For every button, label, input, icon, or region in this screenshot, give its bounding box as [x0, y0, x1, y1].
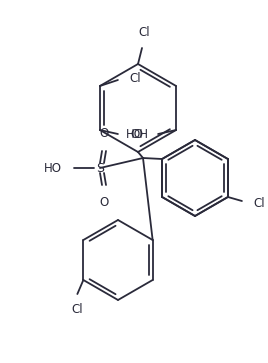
Text: O: O	[99, 196, 109, 209]
Text: OH: OH	[130, 127, 148, 140]
Text: Cl: Cl	[129, 72, 140, 85]
Text: Cl: Cl	[253, 196, 265, 209]
Text: O: O	[99, 127, 109, 140]
Text: S: S	[96, 162, 104, 175]
Text: HO: HO	[126, 127, 144, 140]
Text: Cl: Cl	[72, 303, 83, 316]
Text: Cl: Cl	[138, 26, 150, 39]
Text: HO: HO	[44, 162, 62, 175]
